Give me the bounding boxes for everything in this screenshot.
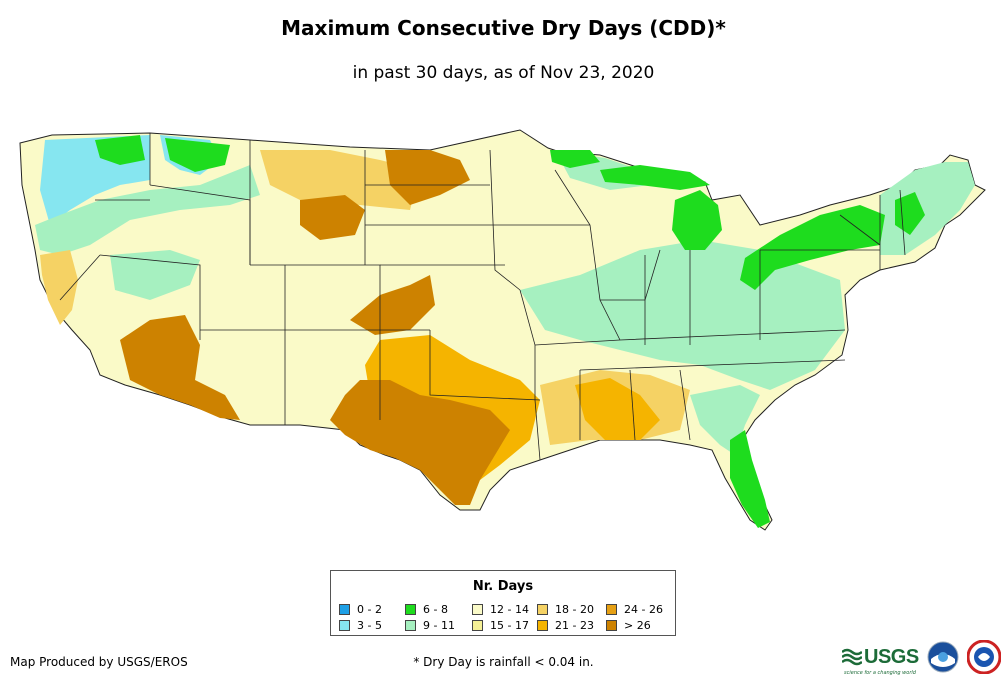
- montana-green: [165, 138, 230, 172]
- map-subtitle: in past 30 days, as of Nov 23, 2020: [352, 63, 655, 83]
- dakota-dark: [385, 150, 470, 205]
- noaa-logo-icon: [927, 641, 959, 673]
- legend-swatch: [606, 620, 617, 631]
- legend-item: 9 - 11: [405, 619, 455, 632]
- legend-label: 18 - 20: [555, 603, 594, 616]
- legend-swatch: [537, 604, 548, 615]
- great-lakes-green: [600, 165, 710, 190]
- legend-swatch: [472, 604, 483, 615]
- legend-item: 24 - 26: [606, 603, 663, 616]
- legend-item: 6 - 8: [405, 603, 448, 616]
- map-title: Maximum Consecutive Dry Days (CDD)*: [281, 16, 726, 40]
- legend-swatch: [405, 620, 416, 631]
- usgs-text: USGS: [864, 645, 919, 668]
- legend-item: 21 - 23: [537, 619, 594, 632]
- footnote: * Dry Day is rainfall < 0.04 in.: [413, 655, 594, 669]
- legend-swatch: [472, 620, 483, 631]
- legend-item: 0 - 2: [339, 603, 382, 616]
- northeast-mint: [880, 162, 975, 255]
- usgs-wave-icon: [842, 648, 862, 666]
- upper-mi-green: [550, 150, 600, 168]
- legend: Nr. Days 0 - 2 3 - 5 6 - 8 9 - 11 12 - 1…: [330, 570, 676, 636]
- legend-swatch: [537, 620, 548, 631]
- legend-label: 9 - 11: [423, 619, 455, 632]
- legend-item: 18 - 20: [537, 603, 594, 616]
- legend-title: Nr. Days: [472, 579, 534, 594]
- legend-swatch: [339, 604, 350, 615]
- legend-item: 3 - 5: [339, 619, 382, 632]
- legend-label: 6 - 8: [423, 603, 448, 616]
- southeast-orange: [575, 378, 660, 440]
- florida-green: [730, 430, 770, 528]
- newyork-green: [740, 205, 885, 290]
- legend-label: 21 - 23: [555, 619, 594, 632]
- nws-logo-icon: [966, 640, 1001, 674]
- west-texas-dark: [330, 380, 510, 505]
- southeast-mint: [690, 385, 760, 455]
- usgs-logo: USGS science for a changing world: [842, 645, 919, 676]
- legend-item: 12 - 14: [472, 603, 529, 616]
- west-mint: [35, 165, 260, 255]
- washington-green: [95, 135, 145, 165]
- legend-label: 3 - 5: [357, 619, 382, 632]
- michigan-green: [672, 190, 722, 250]
- legend-item: 15 - 17: [472, 619, 529, 632]
- legend-label: 15 - 17: [490, 619, 529, 632]
- plains-orange: [260, 150, 420, 210]
- state-borders: [59, 133, 906, 461]
- wyoming-dark: [300, 195, 365, 240]
- legend-item: > 26: [606, 619, 651, 632]
- legend-label: > 26: [624, 619, 651, 632]
- legend-swatch: [405, 604, 416, 615]
- legend-label: 24 - 26: [624, 603, 663, 616]
- southwest-dark: [120, 315, 240, 420]
- california-orange: [40, 250, 78, 325]
- colorado-dark: [350, 275, 435, 335]
- usgs-tagline: science for a changing world: [844, 669, 916, 676]
- agency-logos: USGS science for a changing world: [842, 640, 1001, 676]
- map-credit: Map Produced by USGS/EROS: [10, 655, 188, 669]
- legend-swatch: [339, 620, 350, 631]
- legend-swatch: [606, 604, 617, 615]
- legend-label: 0 - 2: [357, 603, 382, 616]
- legend-label: 12 - 14: [490, 603, 529, 616]
